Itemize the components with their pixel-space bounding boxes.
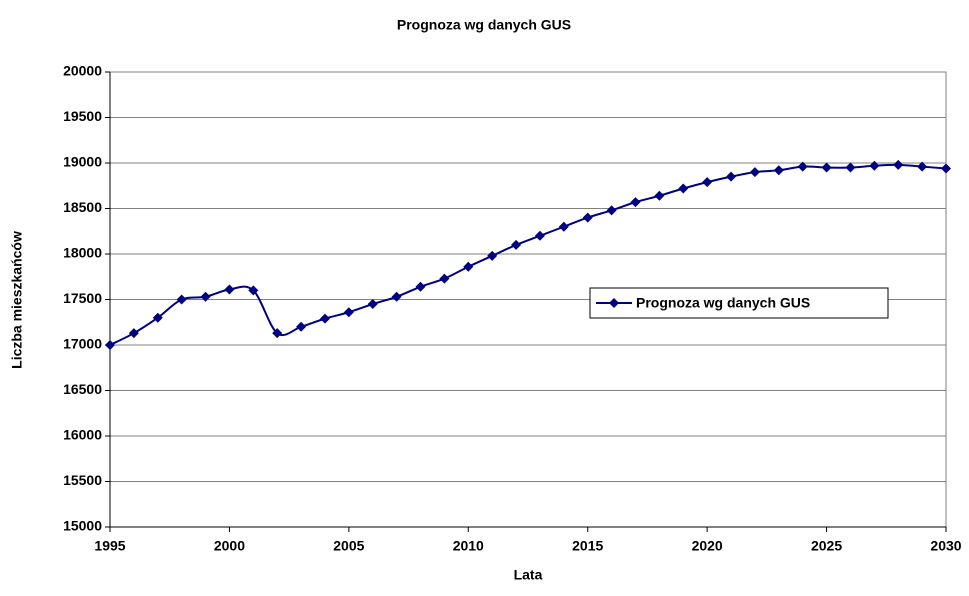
point — [869, 160, 880, 171]
point — [773, 165, 784, 176]
y-tick-label: 16500 — [63, 381, 102, 397]
point — [630, 197, 641, 208]
point — [941, 163, 951, 174]
point — [439, 273, 450, 284]
point — [367, 299, 378, 310]
y-tick-label: 15000 — [63, 518, 102, 534]
point — [893, 159, 904, 170]
legend-label: Prognoza wg danych GUS — [636, 295, 810, 311]
point — [463, 261, 474, 272]
point — [272, 328, 283, 339]
y-tick-label: 20000 — [63, 63, 102, 79]
point — [678, 183, 689, 194]
point — [511, 239, 522, 250]
legend: Prognoza wg danych GUS — [589, 287, 889, 319]
point — [749, 167, 760, 178]
point — [176, 294, 187, 305]
point — [702, 177, 713, 188]
x-tick-label: 2015 — [572, 538, 603, 554]
y-tick-label: 16000 — [63, 427, 102, 443]
y-tick-label: 17000 — [63, 336, 102, 352]
point — [319, 313, 330, 324]
point — [152, 312, 163, 323]
point — [487, 250, 498, 261]
point — [797, 161, 808, 172]
point — [415, 281, 426, 292]
point — [200, 291, 211, 302]
x-tick-label: 2000 — [214, 538, 245, 554]
point — [224, 284, 235, 295]
point — [248, 285, 259, 296]
x-axis-label: Lata — [514, 567, 543, 583]
y-tick-label: 19000 — [63, 154, 102, 170]
x-tick-label: 1995 — [94, 538, 125, 554]
point — [845, 162, 856, 173]
chart-title: Prognoza wg danych GUS — [397, 17, 571, 33]
y-tick-label: 18000 — [63, 245, 102, 261]
y-tick-label: 15500 — [63, 472, 102, 488]
point — [654, 190, 665, 201]
point — [606, 205, 617, 216]
x-tick-label: 2020 — [692, 538, 723, 554]
point — [105, 340, 115, 350]
y-tick-label: 19500 — [63, 108, 102, 124]
y-axis-label: Liczba mieszkańców — [9, 231, 25, 369]
point — [128, 328, 139, 339]
point — [296, 321, 307, 332]
legend-marker — [609, 298, 619, 308]
point — [558, 221, 569, 232]
x-tick-label: 2010 — [453, 538, 484, 554]
point — [391, 291, 402, 302]
x-tick-label: 2025 — [811, 538, 842, 554]
point — [917, 161, 928, 172]
point — [343, 307, 354, 318]
point — [726, 171, 737, 182]
point — [582, 212, 593, 223]
y-tick-label: 17500 — [63, 290, 102, 306]
point — [534, 230, 545, 241]
legend-box — [589, 287, 889, 319]
y-tick-label: 18500 — [63, 199, 102, 215]
x-tick-label: 2030 — [930, 538, 961, 554]
x-tick-label: 2005 — [333, 538, 364, 554]
point — [821, 162, 832, 173]
